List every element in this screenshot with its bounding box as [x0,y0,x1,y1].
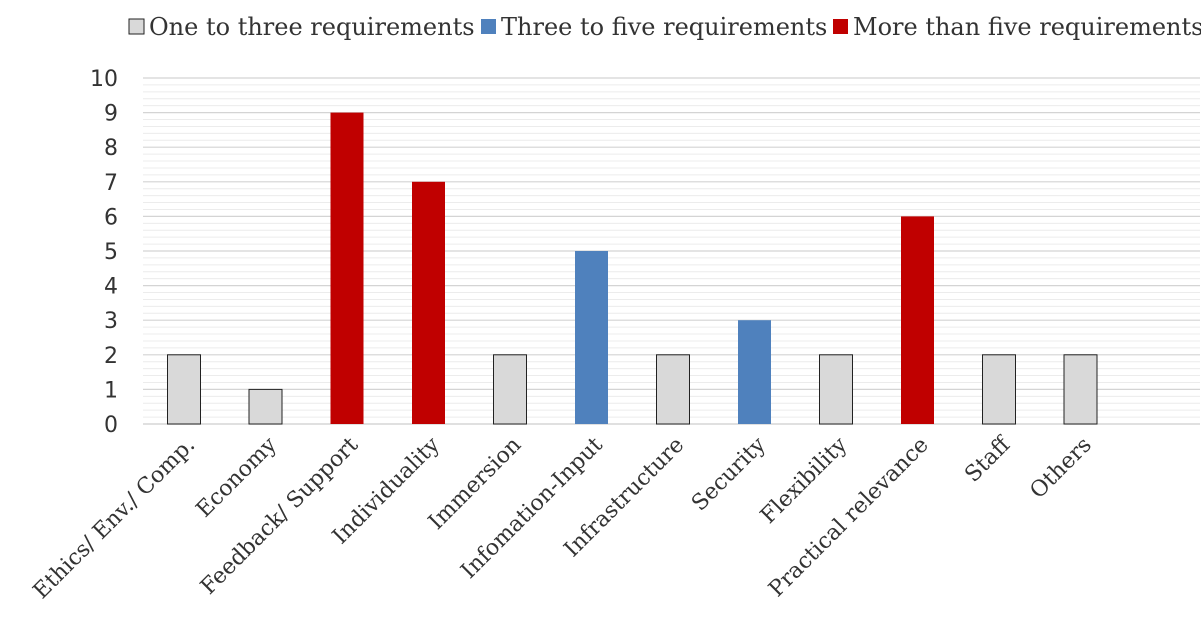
legend-label: Three to five requirements [501,13,827,41]
y-tick-label: 6 [104,205,118,230]
bars [167,112,1098,425]
legend-swatch [128,18,145,35]
bar [656,354,690,425]
bar [819,354,853,425]
x-tick-label: Feedback/ Support [196,432,363,599]
bar [412,181,445,424]
gridlines [143,77,1200,425]
x-tick-label: Staff [960,432,1016,488]
legend-swatch [481,19,496,34]
bar [1063,354,1098,425]
legend: One to three requirements Three to five r… [128,13,1201,41]
y-tick-label: 2 [104,344,118,369]
bar [493,354,527,425]
y-tick-label: 8 [104,136,118,161]
x-tick-label: Infomation-Input [456,432,607,583]
legend-label: One to three requirements [149,13,475,41]
y-tick-label: 1 [104,378,118,403]
x-tick-label: Practical relevance [764,433,934,603]
y-tick-label: 4 [104,275,118,300]
bar [330,112,364,424]
y-tick-label: 5 [104,240,118,265]
y-tick-label: 10 [90,67,118,92]
bar [248,388,283,425]
bar [901,216,934,424]
y-tick-label: 9 [104,102,118,127]
x-tick-label: Others [1025,433,1096,504]
bar [738,320,771,424]
bar [167,354,201,425]
legend-swatch [833,19,848,34]
bar [982,354,1016,425]
legend-label: More than five requirements [853,13,1201,41]
bar [575,251,608,424]
y-tick-label: 7 [104,171,118,196]
y-axis-ticks: 0 1 2 3 4 5 6 7 8 9 10 [90,67,118,438]
x-tick-label: Security [687,432,771,516]
x-tick-label: Ethics/ Env./ Comp. [29,433,201,605]
y-tick-label: 0 [104,413,118,438]
y-tick-label: 3 [104,309,118,334]
